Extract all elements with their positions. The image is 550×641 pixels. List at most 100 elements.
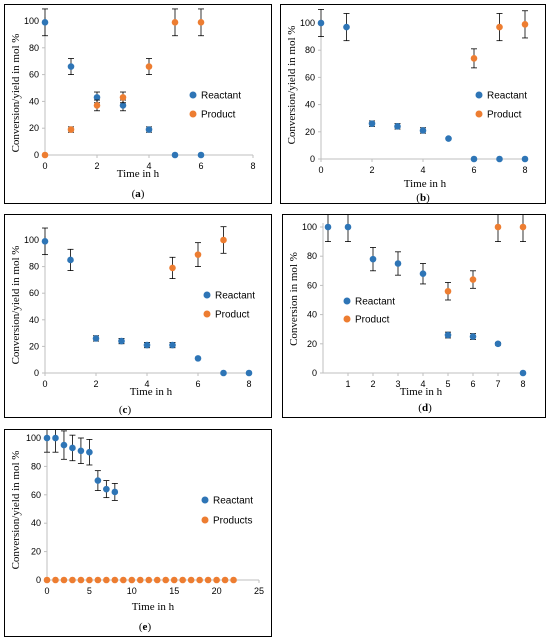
data-point-product xyxy=(494,223,502,231)
data-point-product xyxy=(169,264,176,272)
data-point-reactant xyxy=(41,238,49,245)
data-point-products xyxy=(162,576,170,584)
data-point-reactant xyxy=(344,223,352,231)
y-tick-label: 60 xyxy=(305,72,315,82)
panel-letter: a xyxy=(135,188,141,200)
y-tick-label: 100 xyxy=(26,433,41,443)
data-point-products xyxy=(187,576,195,584)
x-tick-label: 6 xyxy=(470,379,475,389)
data-point-reactant xyxy=(145,126,153,133)
legend-marker xyxy=(201,516,209,524)
data-point-reactant xyxy=(94,477,102,484)
chart-c: 0 20 40 60 80 100 0 2 4 6 8 Reactant Product Convers… xyxy=(10,226,255,416)
x-axis-label: Time in h xyxy=(130,386,173,398)
data-point-products xyxy=(179,576,186,584)
legend-label: Product xyxy=(201,110,236,121)
legend-entry: Reactant xyxy=(475,91,527,102)
x-tick-label: 4 xyxy=(420,165,425,175)
chart-panel-b: 0 20 40 60 80 100 0 2 4 6 8 Reactant Product Convers… xyxy=(280,4,546,204)
chart-panel-e: 0 20 40 60 80 100 0 5 10 15 20 25 Reactant Products C… xyxy=(4,429,272,637)
chart-d: 0 20 40 60 80 100 1 2 3 4 5 6 7 8 Reactant Product Conv… xyxy=(288,215,527,414)
y-tick-label: 80 xyxy=(29,262,39,272)
x-tick-label: 6 xyxy=(195,379,200,389)
panel-caption: (a) xyxy=(132,188,145,200)
y-axis-label: Conversion/yield in mol % xyxy=(286,26,298,145)
data-point-reactant xyxy=(469,333,477,340)
panel-caption: (b) xyxy=(416,192,430,204)
y-axis-label: Conversion/yield in mol % xyxy=(10,34,22,153)
x-tick-label: 2 xyxy=(94,161,99,171)
data-point-products xyxy=(120,576,127,584)
legend-marker xyxy=(343,297,351,305)
data-point-reactant xyxy=(67,256,74,264)
y-tick-label: 60 xyxy=(29,288,39,298)
x-tick-label: 8 xyxy=(250,161,255,171)
legend-marker xyxy=(201,496,209,504)
legend-entry: Reactant xyxy=(203,291,255,302)
x-tick-label: 3 xyxy=(395,379,400,389)
x-axis-label: Time in h xyxy=(404,178,447,190)
data-point-reactant xyxy=(77,447,85,455)
panel-caption: (c) xyxy=(119,404,132,416)
legend-label: Product xyxy=(355,315,390,326)
x-tick-label: 8 xyxy=(246,379,251,389)
x-tick-label: 0 xyxy=(44,586,49,596)
data-point-products xyxy=(128,576,136,584)
data-point-reactant xyxy=(470,155,478,163)
panel-letter: c xyxy=(123,404,128,416)
data-point-reactant xyxy=(92,335,100,342)
data-point-reactant xyxy=(171,151,179,159)
data-point-reactant xyxy=(60,441,68,449)
legend-label: Reactant xyxy=(213,496,253,507)
x-tick-label: 25 xyxy=(254,586,264,596)
data-point-products xyxy=(230,576,237,584)
x-tick-label: 2 xyxy=(370,379,375,389)
data-point-product xyxy=(171,19,179,26)
legend-label: Reactant xyxy=(487,91,527,102)
data-point-reactant xyxy=(86,448,93,456)
y-tick-label: 0 xyxy=(36,575,41,585)
data-point-reactant xyxy=(419,270,427,278)
data-point-product xyxy=(197,19,205,26)
data-point-reactant xyxy=(317,19,325,27)
data-point-reactant xyxy=(419,127,427,134)
y-tick-label: 20 xyxy=(31,547,41,557)
legend-marker xyxy=(475,110,483,118)
data-point-product xyxy=(119,94,127,101)
data-point-product xyxy=(521,21,529,28)
data-point-product xyxy=(220,236,227,244)
x-axis-label: Time in h xyxy=(117,168,160,180)
legend-label: Product xyxy=(487,110,522,121)
y-tick-label: 100 xyxy=(24,235,39,245)
data-point-products xyxy=(204,576,212,584)
x-tick-label: 7 xyxy=(495,379,500,389)
data-point-products xyxy=(111,576,119,584)
data-point-reactant xyxy=(93,94,101,101)
y-tick-label: 60 xyxy=(29,70,39,80)
data-point-reactant xyxy=(369,255,377,263)
x-tick-label: 5 xyxy=(87,586,92,596)
data-point-reactant xyxy=(111,488,119,496)
legend-entry: Product xyxy=(189,110,236,121)
data-point-reactant xyxy=(445,135,452,142)
legend-marker xyxy=(343,315,351,323)
data-point-products xyxy=(52,576,59,584)
y-tick-label: 80 xyxy=(31,461,41,471)
x-tick-label: 8 xyxy=(520,379,525,389)
data-point-reactant xyxy=(394,260,402,267)
data-point-product xyxy=(194,251,202,258)
data-point-product xyxy=(519,223,527,231)
x-tick-label: 15 xyxy=(169,586,179,596)
x-tick-label: 0 xyxy=(42,379,47,389)
data-point-products xyxy=(221,576,229,584)
legend-entry: Reactant xyxy=(189,91,241,102)
x-tick-label: 1 xyxy=(345,379,350,389)
data-point-products xyxy=(86,576,93,584)
data-point-products xyxy=(77,576,85,584)
legend-entry: Product xyxy=(203,310,250,321)
x-tick-label: 0 xyxy=(318,165,323,175)
data-point-product xyxy=(145,63,153,70)
data-point-product xyxy=(444,287,452,295)
legend-label: Reactant xyxy=(355,297,395,308)
panel-letter: d xyxy=(422,402,428,414)
